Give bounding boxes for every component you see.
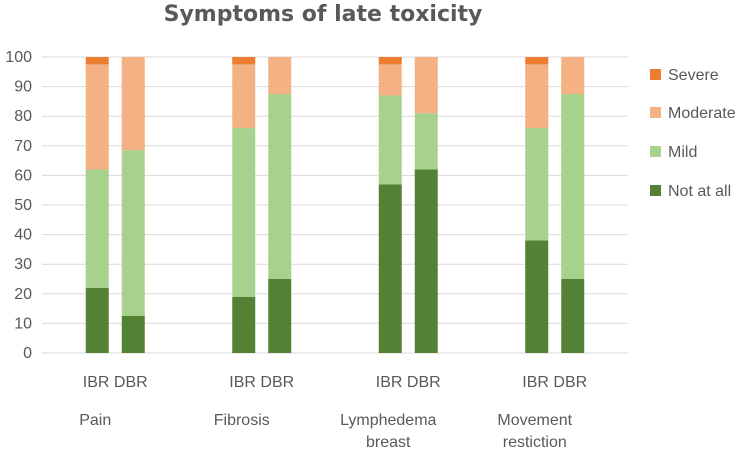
y-tick-label: 70 (14, 138, 32, 155)
bar-segment (268, 279, 292, 353)
bar-segment (232, 64, 256, 129)
bar-segment (378, 57, 402, 65)
bar-segment (85, 57, 109, 65)
y-tick-label: 100 (5, 49, 32, 66)
legend-label: Not at all (668, 183, 731, 200)
bar-segment (561, 94, 585, 279)
bar-labels: IBR DBR (376, 374, 441, 391)
group-label: Pain (79, 412, 111, 429)
legend-swatch (650, 69, 661, 80)
group-label: restiction (503, 434, 567, 451)
bar-segment (525, 64, 549, 129)
group-label: breast (366, 434, 411, 451)
bar-segment (561, 279, 585, 353)
y-axis-ticks: 0 10 20 30 40 50 60 70 80 90 100 (5, 49, 32, 362)
y-tick-label: 0 (23, 345, 32, 362)
bar-segment (414, 113, 438, 170)
bar-segment (232, 57, 256, 65)
bar-segment (378, 95, 402, 185)
bar-labels: IBR DBR (83, 374, 148, 391)
bar-segment (268, 94, 292, 279)
y-tick-label: 60 (14, 167, 32, 184)
x-axis-labels: IBR DBR Pain IBR DBR Fibrosis IBR DBR Lymphed… (79, 374, 587, 451)
legend-label: Moderate (668, 105, 736, 122)
legend: Severe Moderate Mild Not at all (650, 67, 736, 200)
bar-segment (525, 128, 549, 241)
y-tick-label: 90 (14, 79, 32, 96)
bar-segment (525, 240, 549, 353)
legend-label: Severe (668, 67, 719, 84)
bar-labels: IBR DBR (229, 374, 294, 391)
bar-segment (268, 57, 292, 94)
bar-segment (232, 128, 256, 297)
bar-segment (85, 169, 109, 288)
bars (85, 57, 585, 353)
legend-swatch (650, 185, 661, 196)
y-tick-label: 40 (14, 227, 32, 244)
bar-segment (85, 287, 109, 353)
bar-segment (121, 150, 145, 316)
bar-labels: IBR DBR (522, 374, 587, 391)
y-tick-label: 80 (14, 108, 32, 125)
y-tick-label: 20 (14, 286, 32, 303)
y-tick-label: 50 (14, 197, 32, 214)
legend-label: Mild (668, 144, 697, 161)
legend-swatch (650, 107, 661, 118)
group-label: Movement (497, 412, 572, 429)
bar-segment (378, 184, 402, 353)
group-label: Fibrosis (214, 412, 270, 429)
bar-segment (121, 57, 145, 151)
chart-title: Symptoms of late toxicity (164, 2, 483, 27)
bar-segment (414, 57, 438, 114)
bar-segment (121, 316, 145, 353)
bar-segment (232, 296, 256, 353)
bar-segment (378, 64, 402, 96)
bar-segment (85, 64, 109, 170)
y-tick-label: 30 (14, 256, 32, 273)
y-tick-label: 10 (14, 315, 32, 332)
group-label: Lymphedema (340, 412, 436, 429)
bar-segment (525, 57, 549, 65)
bar-segment (561, 57, 585, 94)
legend-swatch (650, 146, 661, 157)
bar-segment (414, 169, 438, 353)
